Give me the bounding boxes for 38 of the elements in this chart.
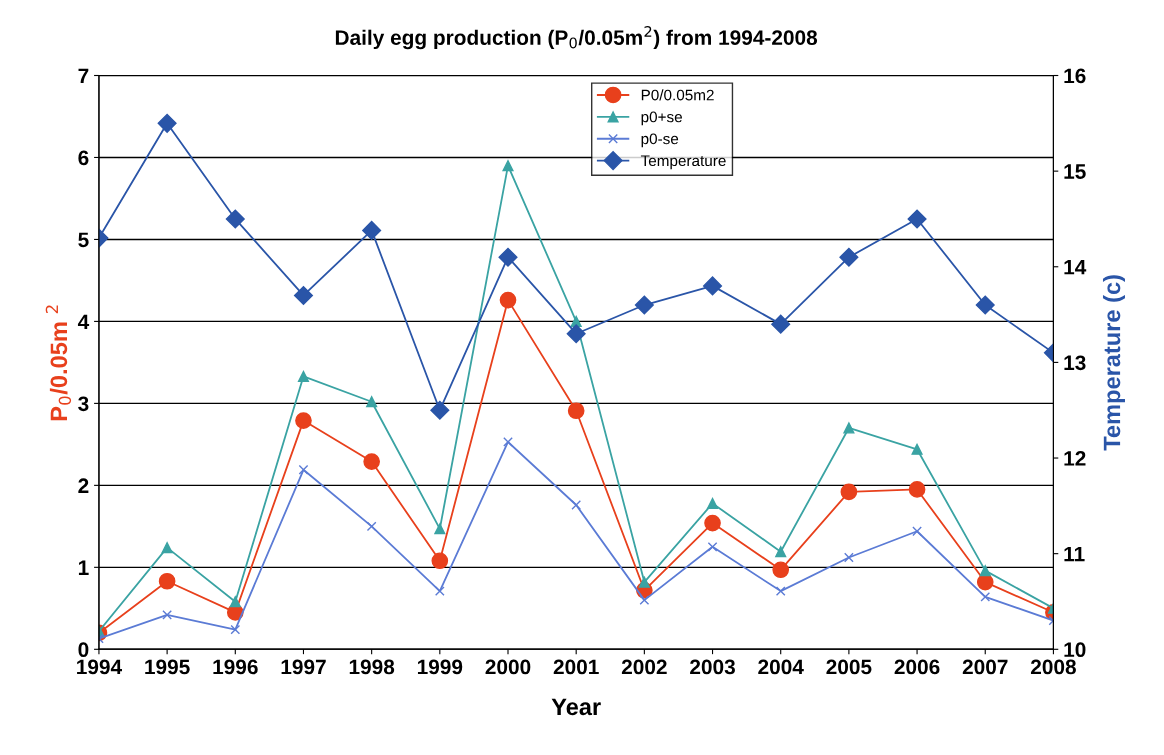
y2-tick-label: 14	[1064, 259, 1087, 275]
y2-tick-label: 10	[1064, 642, 1086, 658]
y2-tick-label: 13	[1064, 355, 1086, 371]
y-tick-label: 1	[78, 560, 89, 575]
x-tick-label: 2004	[758, 659, 804, 675]
chart-title: Daily egg production (P$_{0}$/0.05m$^{2}$) from 1994-2008	[335, 25, 818, 50]
x-tick-label: 2006	[894, 659, 940, 675]
x-tick-label: 1997	[281, 659, 326, 675]
y2-axis-title: Temperature (c)	[1102, 275, 1125, 451]
x-tick-label: 1996	[213, 659, 258, 675]
y-tick-label: 7	[78, 68, 89, 84]
x-axis-title: Year	[551, 698, 601, 716]
y2-tick-label: 15	[1064, 164, 1086, 179]
y-tick-label: 6	[78, 150, 89, 166]
legend-label: p0-se	[641, 133, 679, 148]
y-tick-label: 4	[77, 314, 90, 329]
x-tick-label: 2005	[826, 659, 872, 675]
y-tick-label: 2	[78, 478, 89, 493]
x-tick-label: 2003	[690, 659, 735, 675]
y-tick-label: 3	[78, 396, 89, 412]
y-tick-label: 5	[78, 232, 89, 248]
x-tick-label: 2001	[553, 659, 599, 675]
x-tick-label: 2008	[1030, 659, 1076, 675]
x-tick-label: 2000	[485, 659, 531, 675]
x-tick-label: 1995	[145, 659, 190, 675]
x-tick-label: 2007	[962, 659, 1008, 675]
legend-label: p0+se	[641, 111, 682, 126]
y2-tick-label: 11	[1064, 546, 1085, 562]
y2-tick-label: 12	[1064, 451, 1086, 466]
x-tick-label: 1994	[77, 659, 122, 675]
x-tick-label: 2002	[621, 659, 667, 675]
y-tick-label: 0	[78, 642, 89, 658]
legend-label: P0/0.05m2	[641, 89, 714, 101]
y2-tick-label: 16	[1064, 68, 1086, 84]
x-tick-label: 1998	[349, 659, 395, 675]
y-axis-title: P$_{0}$/0.05m $^{2}$	[45, 305, 72, 421]
x-tick-label: 1999	[417, 659, 463, 675]
legend-label: Temperature	[640, 155, 726, 170]
